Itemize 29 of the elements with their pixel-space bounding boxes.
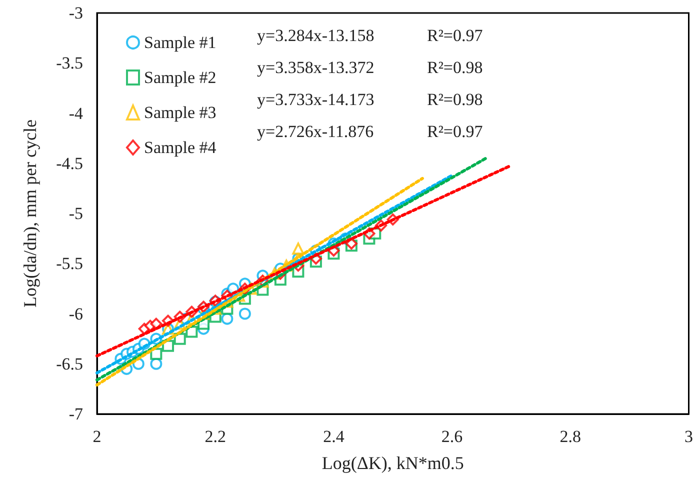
x-tick-label: 3 bbox=[684, 427, 693, 446]
y-tick-label: -3 bbox=[68, 4, 83, 22]
x-axis-title: Log(ΔK), kN*m0.5 bbox=[322, 453, 464, 473]
y-tick-label: -3.5 bbox=[56, 54, 83, 73]
x-tick-label: 2.6 bbox=[441, 427, 463, 446]
x-tick-label: 2.4 bbox=[323, 427, 345, 446]
y-tick-label: -6.5 bbox=[56, 354, 83, 374]
x-tick-label: 2 bbox=[92, 427, 102, 446]
y-axis-title: Log(da/dn), mm per cycle bbox=[20, 120, 40, 308]
annotation: R²=0.98 bbox=[427, 90, 483, 109]
annotation: y=2.726x-11.876 bbox=[257, 122, 374, 141]
x-tick-label: 2.8 bbox=[560, 427, 582, 446]
y-tick-label: -4.5 bbox=[56, 154, 83, 173]
annotation: y=3.284x-13.158 bbox=[257, 26, 374, 45]
legend-label: Sample #3 bbox=[144, 103, 216, 122]
legend-label: Sample #4 bbox=[144, 138, 217, 157]
y-tick-label: -6 bbox=[68, 304, 83, 324]
y-tick-label: -4 bbox=[68, 104, 84, 123]
annotation: R²=0.97 bbox=[427, 26, 484, 45]
x-tick-label: 2.2 bbox=[204, 427, 226, 446]
annotation: y=3.733x-14.173 bbox=[257, 90, 374, 109]
annotation: y=3.358x-13.372 bbox=[257, 58, 374, 77]
y-tick-label: -5 bbox=[68, 204, 83, 223]
y-tick-label: -5.5 bbox=[56, 254, 83, 274]
legend-label: Sample #2 bbox=[144, 68, 216, 87]
annotation: R²=0.98 bbox=[427, 58, 483, 77]
annotation: R²=0.97 bbox=[427, 122, 484, 141]
y-tick-label: -7 bbox=[68, 404, 84, 424]
legend-label: Sample #1 bbox=[144, 33, 216, 52]
